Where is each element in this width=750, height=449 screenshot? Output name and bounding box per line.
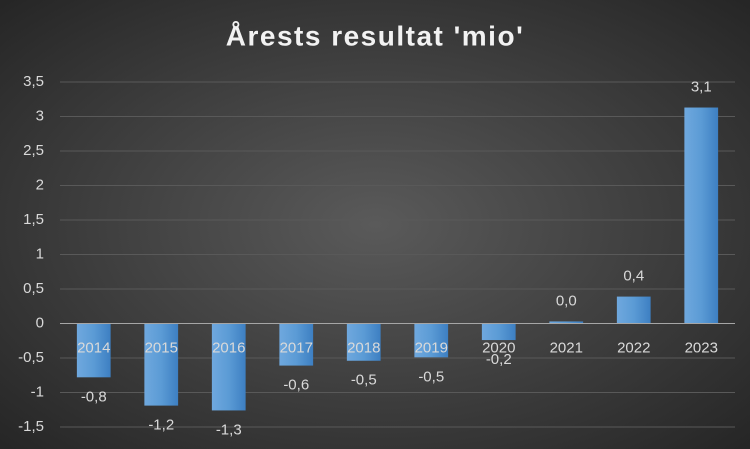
x-tick-label: 2022 — [617, 339, 650, 356]
x-tick-label: 2023 — [685, 339, 718, 356]
data-label: 0,4 — [623, 268, 644, 285]
y-tick-label: 2,5 — [23, 142, 44, 159]
bar — [481, 323, 516, 341]
data-label: 0,0 — [556, 292, 577, 309]
y-tick-label: 3,5 — [23, 73, 44, 90]
y-tick-label: 3 — [36, 107, 44, 124]
y-tick-label: -1,5 — [18, 418, 44, 435]
data-label: -0,2 — [486, 351, 512, 368]
y-tick-label: 1,5 — [23, 211, 44, 228]
x-tick-label: 2018 — [347, 339, 380, 356]
x-tick-label: 2021 — [550, 339, 583, 356]
y-tick-label: 1 — [36, 245, 44, 262]
data-label: -1,3 — [216, 421, 242, 438]
x-tick-label: 2014 — [77, 339, 110, 356]
bar — [414, 323, 449, 358]
y-tick-label: 0 — [36, 314, 44, 331]
x-tick-label: 2020 — [482, 339, 515, 356]
bar — [616, 296, 651, 324]
bar — [76, 323, 111, 378]
bar — [211, 323, 246, 411]
x-tick-label: 2015 — [145, 339, 178, 356]
bar — [549, 321, 584, 324]
y-tick-label: 2 — [36, 176, 44, 193]
bar — [279, 323, 314, 366]
y-tick-label: -0,5 — [18, 349, 44, 366]
data-label: -0,5 — [351, 372, 377, 389]
data-label: -0,6 — [283, 377, 309, 394]
x-tick-label: 2019 — [415, 339, 448, 356]
data-label: 3,1 — [691, 78, 712, 95]
data-label: -1,2 — [148, 417, 174, 434]
data-label: -0,5 — [418, 368, 444, 385]
y-tick-label: 0,5 — [23, 280, 44, 297]
data-label: -0,8 — [81, 388, 107, 405]
chart-title: Årests resultat 'mio' — [226, 20, 524, 51]
x-tick-label: 2017 — [280, 339, 313, 356]
bar — [684, 107, 719, 324]
y-tick-label: -1 — [31, 383, 44, 400]
bar — [346, 323, 381, 361]
x-tick-label: 2016 — [212, 339, 245, 356]
bar — [144, 323, 179, 406]
